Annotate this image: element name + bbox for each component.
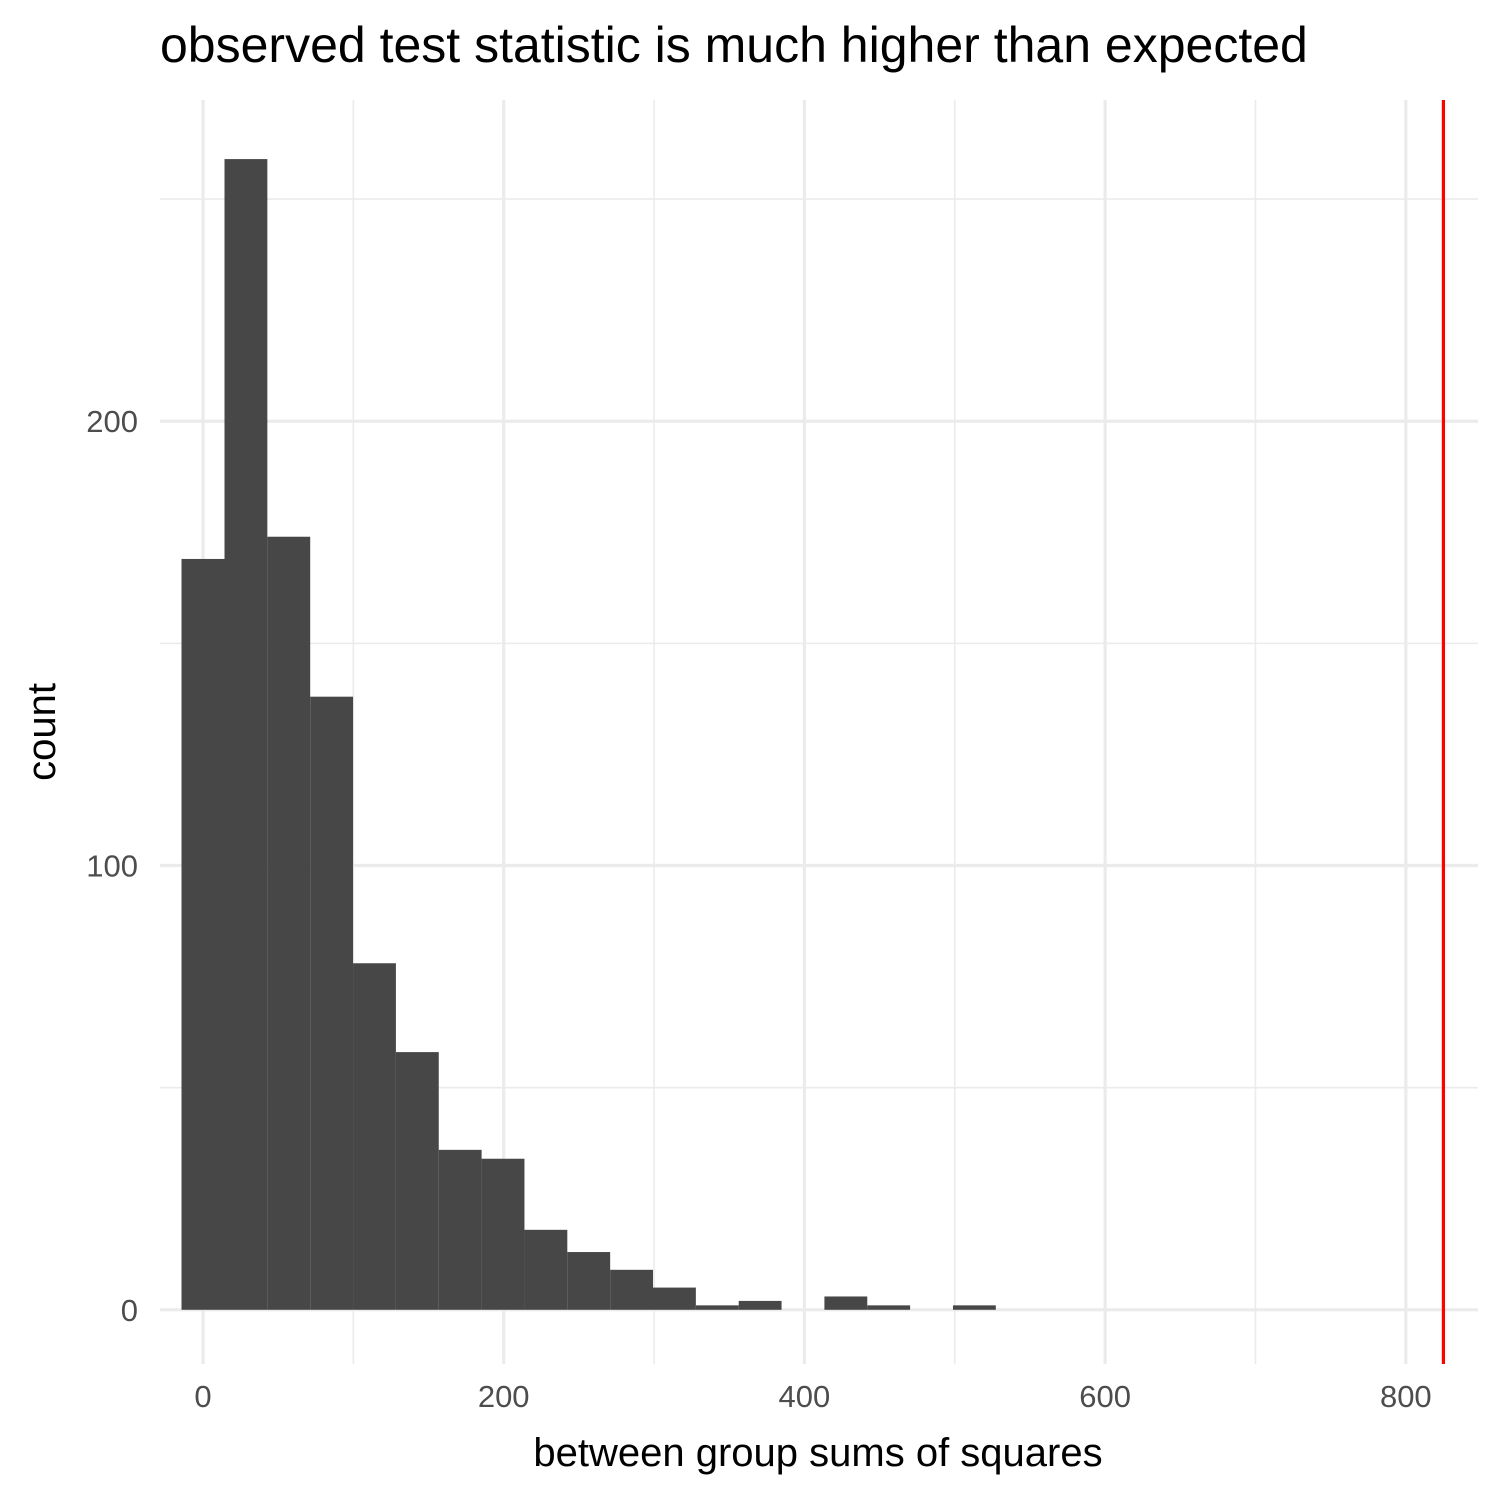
histogram-bar <box>481 1158 525 1310</box>
histogram-bar <box>824 1296 868 1310</box>
histogram-bar <box>695 1305 739 1310</box>
major-gridlines <box>160 100 1478 1364</box>
y-axis-title: count <box>20 683 64 781</box>
histogram-bar <box>438 1149 482 1310</box>
histogram-bar <box>653 1287 696 1310</box>
histogram-bar <box>610 1269 654 1310</box>
x-axis-tick-labels: 0 200 400 600 800 <box>194 1379 1431 1414</box>
histogram-bar <box>952 1305 996 1310</box>
minor-gridlines <box>160 100 1478 1364</box>
y-axis-tick-labels: 0 100 200 <box>86 404 138 1328</box>
x-tick-label: 200 <box>478 1379 530 1414</box>
x-tick-label: 600 <box>1079 1379 1131 1414</box>
y-tick-label: 0 <box>121 1293 138 1328</box>
y-tick-label: 200 <box>86 404 138 439</box>
histogram-bar <box>353 963 396 1310</box>
histogram-bar <box>181 558 225 1310</box>
x-tick-label: 800 <box>1380 1379 1432 1414</box>
x-axis-title: between group sums of squares <box>533 1431 1102 1475</box>
histogram-bar <box>738 1300 782 1310</box>
histogram-bar <box>567 1252 611 1310</box>
y-tick-label: 100 <box>86 849 138 884</box>
histogram-bar <box>224 159 268 1310</box>
histogram-bar <box>267 536 311 1310</box>
chart-title: observed test statistic is much higher t… <box>160 17 1308 73</box>
x-tick-label: 400 <box>779 1379 831 1414</box>
histogram-bar <box>395 1052 439 1310</box>
histogram-bar <box>867 1305 911 1310</box>
histogram-bar <box>524 1229 568 1310</box>
histogram-bar <box>310 696 354 1310</box>
histogram-bars <box>181 159 996 1310</box>
x-tick-label: 0 <box>194 1379 211 1414</box>
